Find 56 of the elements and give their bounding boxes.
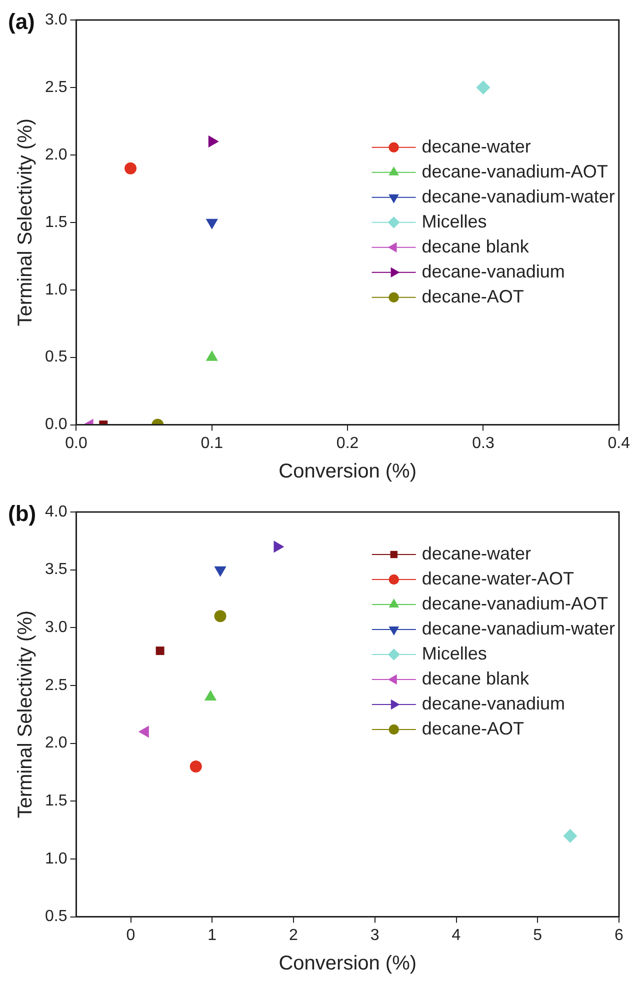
legend-label: decane-vanadium-AOT bbox=[422, 593, 608, 614]
x-axis-title: Conversion (%) bbox=[278, 952, 417, 975]
point bbox=[190, 760, 202, 772]
legend-label: decane-vanadium-water bbox=[422, 186, 615, 206]
legend-label: decane-water bbox=[422, 543, 531, 564]
y-axis-title: Terminal Selectivity (%) bbox=[14, 118, 37, 326]
x-tick-label: 0.3 bbox=[472, 434, 494, 452]
legend-label: decane-vanadium bbox=[422, 693, 566, 714]
legend-label: decane-AOT bbox=[422, 718, 524, 738]
x-tick-label: 0.1 bbox=[200, 434, 224, 452]
point bbox=[214, 610, 226, 622]
legend-label: Micelles bbox=[422, 643, 487, 664]
y-tick-label: 3.5 bbox=[44, 561, 68, 578]
x-tick-label: 6 bbox=[614, 926, 624, 944]
legend-label: decane blank bbox=[422, 236, 530, 256]
x-tick-label: 5 bbox=[533, 926, 542, 944]
y-tick-label: 2.5 bbox=[44, 676, 68, 694]
y-tick-label: 1.0 bbox=[44, 850, 68, 868]
legend-label: decane-water-AOT bbox=[422, 568, 574, 588]
y-tick-label: 1.5 bbox=[44, 214, 68, 231]
legend-label: decane-water bbox=[422, 136, 531, 156]
y-tick-label: 3.0 bbox=[44, 619, 68, 636]
y-tick-label: 2.0 bbox=[44, 734, 68, 752]
y-tick-label: 0.0 bbox=[44, 416, 68, 434]
legend-label: decane-vanadium bbox=[422, 261, 565, 282]
y-tick-label: 0.5 bbox=[44, 908, 68, 926]
y-tick-label: 3.0 bbox=[44, 11, 68, 28]
chart-title: (a) bbox=[8, 9, 35, 34]
x-tick-label: 0.4 bbox=[608, 434, 630, 452]
x-tick-label: 0.0 bbox=[65, 434, 88, 452]
y-tick-label: 4.0 bbox=[44, 503, 68, 520]
x-tick-label: 1 bbox=[208, 926, 217, 944]
point bbox=[206, 350, 218, 361]
x-tick-label: 0.2 bbox=[336, 434, 359, 452]
point bbox=[476, 80, 490, 94]
x-tick-label: 0 bbox=[126, 926, 136, 944]
y-tick-label: 2.0 bbox=[44, 146, 68, 164]
legend-label: decane blank bbox=[422, 668, 530, 688]
legend-label: Micelles bbox=[422, 211, 487, 232]
legend-label: decane-AOT bbox=[422, 286, 524, 306]
point bbox=[124, 162, 137, 174]
point bbox=[156, 646, 164, 656]
y-tick-label: 1.5 bbox=[44, 792, 68, 810]
y-tick-label: 2.5 bbox=[44, 78, 68, 96]
point bbox=[214, 566, 226, 577]
point bbox=[563, 828, 578, 843]
x-tick-label: 4 bbox=[452, 926, 461, 944]
legend-label: decane-vanadium-water bbox=[422, 618, 616, 638]
y-axis-title: Terminal Selectivity (%) bbox=[14, 610, 37, 818]
chart-title: (b) bbox=[8, 501, 36, 526]
x-axis-title: Conversion (%) bbox=[278, 460, 416, 483]
legend-label: decane-vanadium-AOT bbox=[422, 161, 608, 182]
x-tick-label: 3 bbox=[370, 926, 380, 944]
y-tick-label: 0.5 bbox=[44, 348, 68, 366]
x-tick-label: 2 bbox=[289, 926, 298, 944]
y-tick-label: 1.0 bbox=[44, 281, 68, 298]
